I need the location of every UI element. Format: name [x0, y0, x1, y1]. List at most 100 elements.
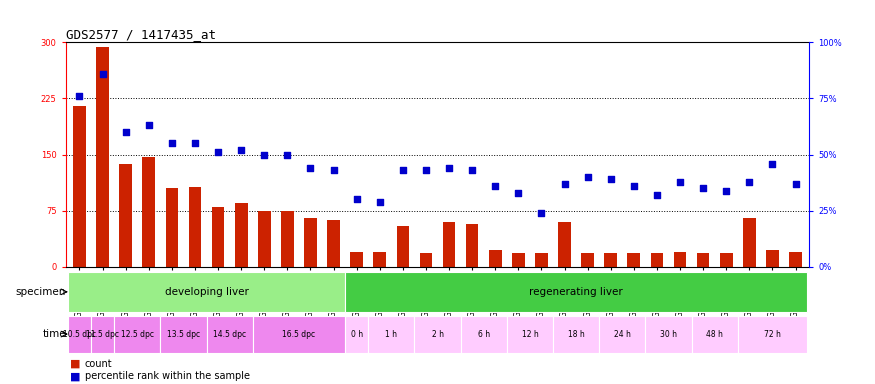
- Point: [419, 167, 433, 173]
- Text: 6 h: 6 h: [478, 329, 490, 339]
- Bar: [345, 316, 368, 353]
- Text: 12.5 dpc: 12.5 dpc: [121, 329, 154, 339]
- Point: [696, 185, 710, 191]
- Bar: [466, 224, 479, 267]
- Bar: [789, 252, 802, 267]
- Bar: [350, 252, 363, 267]
- Text: GDS2577 / 1417435_at: GDS2577 / 1417435_at: [66, 28, 215, 41]
- Bar: [160, 316, 206, 353]
- Text: ■: ■: [70, 359, 80, 369]
- Text: 18 h: 18 h: [568, 329, 584, 339]
- Point: [373, 199, 387, 205]
- Text: 11.5 dpc: 11.5 dpc: [86, 329, 119, 339]
- Text: 2 h: 2 h: [431, 329, 444, 339]
- Bar: [581, 253, 594, 267]
- Bar: [114, 316, 160, 353]
- Bar: [96, 48, 108, 267]
- Bar: [674, 252, 686, 267]
- Text: 10.5 dpc: 10.5 dpc: [63, 329, 96, 339]
- Text: ■: ■: [70, 371, 80, 381]
- Bar: [536, 253, 548, 267]
- Bar: [304, 218, 317, 267]
- Point: [442, 165, 456, 171]
- Text: 72 h: 72 h: [764, 329, 780, 339]
- Bar: [253, 316, 345, 353]
- Bar: [512, 253, 525, 267]
- Bar: [460, 316, 507, 353]
- Point: [557, 181, 571, 187]
- Bar: [368, 316, 415, 353]
- Text: 1 h: 1 h: [385, 329, 397, 339]
- Bar: [420, 253, 432, 267]
- Bar: [646, 316, 691, 353]
- Bar: [189, 187, 201, 267]
- Bar: [507, 316, 553, 353]
- Point: [188, 140, 202, 146]
- Bar: [74, 106, 86, 267]
- Point: [257, 152, 271, 158]
- Bar: [558, 222, 570, 267]
- Point: [234, 147, 248, 153]
- Bar: [68, 316, 91, 353]
- Point: [280, 152, 294, 158]
- Bar: [143, 157, 155, 267]
- Bar: [599, 316, 646, 353]
- Text: 0 h: 0 h: [351, 329, 363, 339]
- Point: [742, 179, 756, 185]
- Bar: [443, 222, 455, 267]
- Point: [304, 165, 318, 171]
- Point: [535, 210, 549, 216]
- Bar: [696, 253, 710, 267]
- Text: 48 h: 48 h: [706, 329, 723, 339]
- Point: [626, 183, 640, 189]
- Bar: [374, 252, 386, 267]
- Point: [488, 183, 502, 189]
- Text: specimen: specimen: [16, 287, 66, 297]
- Bar: [627, 253, 640, 267]
- Text: percentile rank within the sample: percentile rank within the sample: [85, 371, 250, 381]
- Bar: [212, 207, 224, 267]
- Point: [119, 129, 133, 135]
- Bar: [415, 316, 460, 353]
- Bar: [738, 316, 807, 353]
- Text: 12 h: 12 h: [522, 329, 538, 339]
- Text: 13.5 dpc: 13.5 dpc: [167, 329, 200, 339]
- Bar: [489, 250, 501, 267]
- Text: 16.5 dpc: 16.5 dpc: [283, 329, 316, 339]
- Point: [673, 179, 687, 185]
- Bar: [234, 203, 248, 267]
- Text: regenerating liver: regenerating liver: [529, 287, 623, 297]
- Point: [95, 71, 109, 77]
- Point: [326, 167, 340, 173]
- Point: [350, 197, 364, 203]
- Bar: [766, 250, 779, 267]
- Bar: [258, 211, 270, 267]
- Bar: [396, 226, 410, 267]
- Point: [142, 122, 156, 128]
- Bar: [68, 271, 345, 312]
- Point: [396, 167, 410, 173]
- Point: [466, 167, 480, 173]
- Point: [788, 181, 802, 187]
- Point: [164, 140, 178, 146]
- Point: [604, 176, 618, 182]
- Bar: [605, 253, 617, 267]
- Point: [719, 187, 733, 194]
- Bar: [691, 316, 738, 353]
- Bar: [345, 271, 807, 312]
- Bar: [720, 253, 732, 267]
- Point: [581, 174, 595, 180]
- Bar: [281, 211, 294, 267]
- Text: developing liver: developing liver: [164, 287, 248, 297]
- Point: [650, 192, 664, 198]
- Bar: [206, 316, 253, 353]
- Bar: [91, 316, 114, 353]
- Text: 24 h: 24 h: [614, 329, 631, 339]
- Point: [766, 161, 780, 167]
- Bar: [165, 188, 178, 267]
- Text: 14.5 dpc: 14.5 dpc: [213, 329, 246, 339]
- Point: [511, 190, 525, 196]
- Bar: [651, 253, 663, 267]
- Text: 30 h: 30 h: [660, 329, 677, 339]
- Bar: [327, 220, 340, 267]
